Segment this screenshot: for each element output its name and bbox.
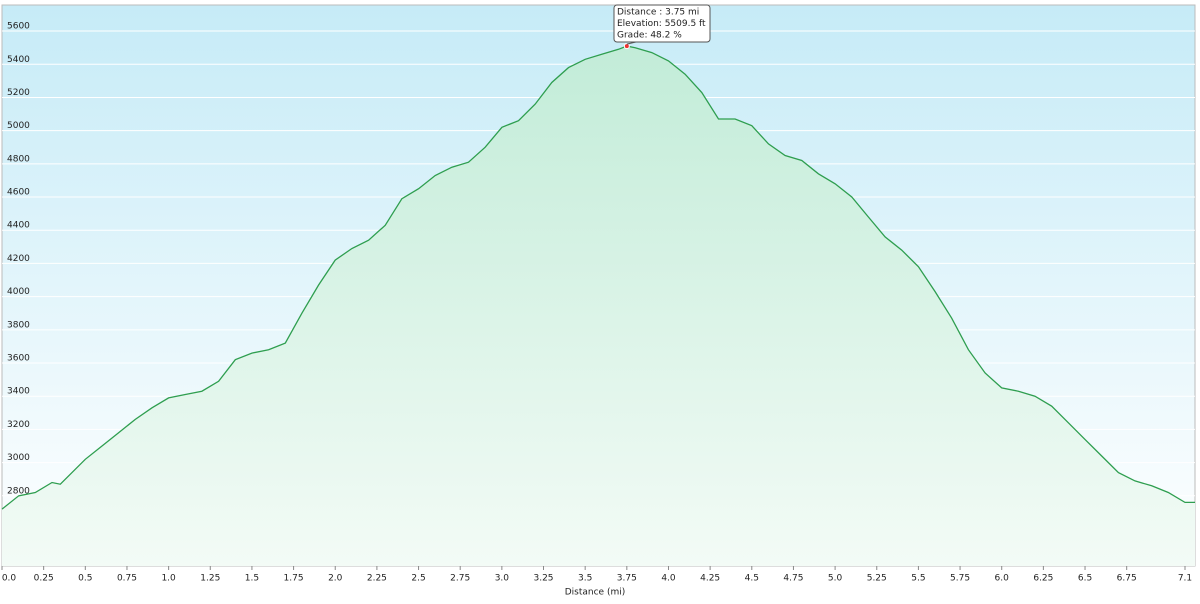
x-tick-label: 0.25: [34, 574, 54, 584]
x-tick-label: 4.5: [745, 574, 759, 584]
y-tick-label: 5000: [7, 121, 30, 131]
x-tick-label: 5.0: [828, 574, 843, 584]
y-tick-label: 3400: [7, 387, 30, 397]
tooltip-line: Distance : 3.75 mi: [617, 8, 699, 18]
x-tick-label: 4.0: [661, 574, 676, 584]
y-tick-label: 5400: [7, 55, 30, 65]
y-tick-label: 4200: [7, 254, 30, 264]
x-tick-label: 3.25: [533, 574, 553, 584]
y-tick-label: 4400: [7, 221, 30, 231]
x-tick-label: 6.5: [1078, 574, 1092, 584]
hover-marker: [623, 43, 630, 50]
x-tick-label: 0.75: [117, 574, 137, 584]
y-tick-label: 3000: [7, 453, 30, 463]
y-tick-label: 3600: [7, 354, 30, 364]
x-tick-label: 5.25: [867, 574, 887, 584]
x-tick-label: 1.25: [200, 574, 220, 584]
x-tick-label: 4.75: [783, 574, 803, 584]
x-tick-label: 6.0: [995, 574, 1010, 584]
x-tick-label: 4.25: [700, 574, 720, 584]
x-tick-label: 3.0: [495, 574, 510, 584]
x-tick-label: 2.75: [450, 574, 470, 584]
elevation-line: [1, 45, 1195, 510]
y-tick-label: 5200: [7, 88, 30, 98]
y-tick-label: 3800: [7, 320, 30, 330]
tooltip: [613, 4, 711, 43]
x-tick-label: 6.25: [1033, 574, 1053, 584]
x-axis-title: Distance (mi): [565, 588, 626, 598]
x-tick-label: 6.75: [1117, 574, 1137, 584]
x-tick-label: 2.5: [411, 574, 425, 584]
x-tick-label: 5.5: [911, 574, 925, 584]
x-tick-label: 2.25: [367, 574, 387, 584]
tooltip-line: Elevation: 5509.5 ft: [617, 19, 706, 29]
y-tick-label: 2800: [7, 486, 30, 496]
x-tick-label: 5.75: [950, 574, 970, 584]
x-tick-label: 2.0: [328, 574, 343, 584]
x-tick-label: 0.5: [78, 574, 92, 584]
x-tick-label: 3.75: [617, 574, 637, 584]
x-tick-label: 1.5: [245, 574, 259, 584]
elevation-area: [2, 46, 1195, 567]
x-tick-label: 1.75: [284, 574, 304, 584]
x-tick-label: 3.5: [578, 574, 592, 584]
tooltip-line: Grade: 48.2 %: [617, 31, 682, 41]
x-tick-label: 0.0: [2, 574, 17, 584]
y-tick-label: 4000: [7, 287, 30, 297]
y-tick-label: 4800: [7, 154, 30, 164]
y-tick-label: 4600: [7, 188, 30, 198]
x-tick-label: 1.0: [161, 574, 176, 584]
x-tick-label: 7.1: [1178, 574, 1192, 584]
y-tick-label: 5600: [7, 22, 30, 32]
y-tick-label: 3200: [7, 420, 30, 430]
